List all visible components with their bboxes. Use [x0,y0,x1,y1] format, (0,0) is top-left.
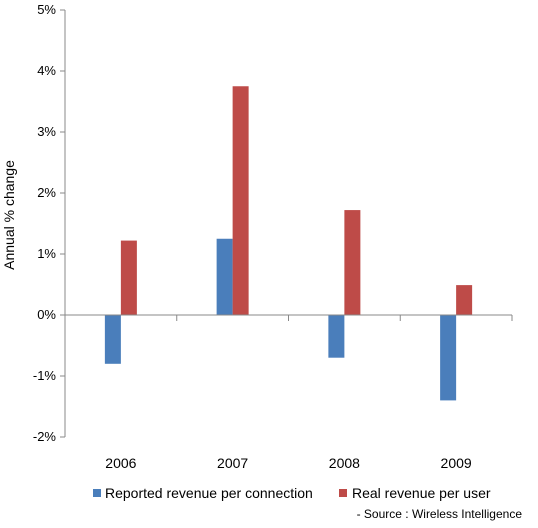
bar-real-2008 [344,210,361,315]
y-tick-label: 5% [37,2,56,17]
bars [104,86,473,401]
x-tick-label: 2008 [329,455,360,471]
source-note: - Source : Wireless Intelligence [357,507,523,521]
y-axis-title: Annual % change [1,160,17,270]
x-axis: 2006 2007 2008 2009 [64,314,513,471]
y-tick-label: -1% [33,368,57,383]
y-tick-label: -2% [33,429,57,444]
x-tick-label: 2009 [441,455,472,471]
y-tick-label: 0% [37,307,56,322]
bar-reported-2007 [216,238,233,315]
bar-real-2007 [232,86,249,315]
y-tick-label: 2% [37,185,56,200]
bar-reported-2008 [328,315,345,358]
y-tick-label: 3% [37,124,56,139]
legend-swatch-real [339,489,347,497]
y-tick-label: 1% [37,246,56,261]
bar-real-2006 [120,240,137,315]
bar-reported-2006 [104,315,121,364]
y-tick-label: 4% [37,63,56,78]
x-tick-label: 2006 [105,455,136,471]
x-tick-label: 2007 [217,455,248,471]
legend-label-real: Real revenue per user [352,485,491,501]
bar-real-2009 [456,285,473,315]
y-axis-ticks: 5% 4% 3% 2% 1% 0% -1% -2% [33,2,66,444]
legend-label-reported: Reported revenue per connection [105,485,313,501]
legend: Reported revenue per connection Real rev… [93,485,491,501]
legend-swatch-reported [93,489,101,497]
bar-reported-2009 [440,315,457,401]
